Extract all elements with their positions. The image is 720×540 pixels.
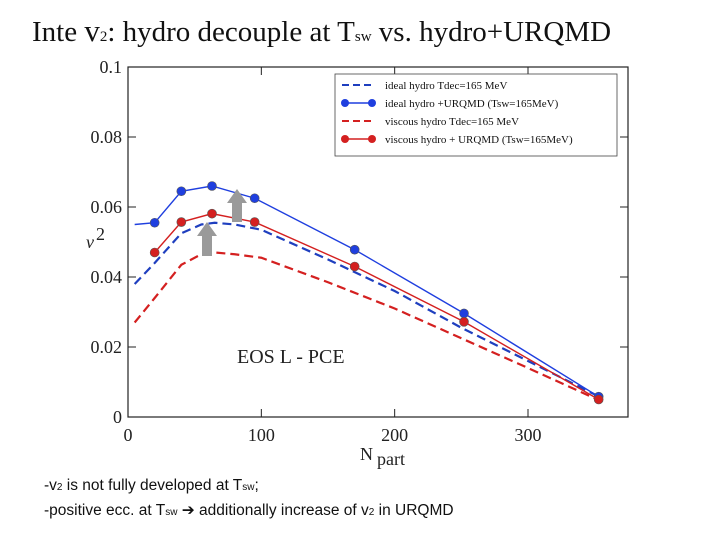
y-tick-label-2: 0.04	[91, 267, 123, 287]
note2-sub: sw	[165, 507, 178, 518]
note2-sub2: 2	[368, 507, 375, 518]
series-point-3-2	[207, 208, 217, 219]
series-point-3-3	[249, 217, 260, 227]
title-prefix: Inte	[32, 16, 85, 48]
legend: ideal hydro Tdec=165 MeV ideal hydro +URQ…	[334, 73, 618, 157]
note1-sub2: sw	[242, 482, 255, 493]
up-arrow-left	[197, 222, 217, 256]
chart-svg: 0 100 200 300 0 0.02 0.04 0.06 0.08 0.1 EOS L - P…	[86, 57, 629, 469]
legend-label-3: viscous hydro + URQMD (Tsw=165MeV)	[385, 134, 573, 146]
series-point-3-1	[176, 217, 187, 227]
title-mid1: : hydro decouple at T	[107, 16, 355, 48]
note2-b: additionally increase of v	[199, 502, 369, 519]
series-point-3-0	[149, 247, 160, 258]
arrow-annotations	[197, 189, 247, 256]
note-line-1: -v2 is not fully developed at Tsw;	[44, 474, 704, 499]
y-tick-label-3: 0.06	[91, 197, 123, 217]
series-point-1-6	[459, 308, 469, 319]
x-tick-label-3: 300	[515, 425, 542, 445]
eos-annotation: EOS L - PCE	[237, 346, 345, 368]
note1-sub: 2	[56, 482, 63, 493]
series-line-0	[133, 221, 602, 399]
y-axis-label-sub: 2	[96, 224, 105, 244]
note2-a: -positive ecc. at T	[44, 502, 166, 519]
x-tick-label-0: 0	[124, 425, 133, 445]
x-tick-label-2: 200	[381, 425, 408, 445]
up-arrow-right	[227, 189, 247, 222]
notes: -v2 is not fully developed at Tsw; -posi…	[44, 474, 704, 524]
legend-marker-right-3	[368, 135, 376, 143]
title-v-sub: 2	[99, 29, 108, 45]
y-axis-label-text: v	[86, 232, 94, 252]
legend-marker-left-3	[341, 135, 349, 143]
title-sub1: sw	[354, 29, 372, 45]
y-axis-label: v 2	[86, 224, 105, 252]
title-mid2: vs. hydro+URQMD	[371, 16, 612, 48]
x-axis-label-sub: part	[377, 449, 405, 469]
note1-a: -v	[44, 477, 57, 494]
series-line-2	[133, 251, 602, 403]
series-point-3-4	[349, 261, 360, 272]
note1-c: ;	[254, 477, 259, 494]
series-point-1-1	[149, 217, 160, 228]
series-line-1	[134, 185, 600, 398]
series-point-1-4	[249, 193, 260, 204]
y-tick-label-4: 0.08	[91, 127, 123, 147]
legend-marker-right-1	[368, 99, 376, 107]
legend-label-1: ideal hydro +URQMD (Tsw=165MeV)	[385, 98, 559, 110]
axis-ticks: 0 100 200 300 0 0.02 0.04 0.06 0.08 0.1	[91, 57, 628, 445]
title-v: v	[84, 13, 100, 48]
series-point-3-5	[459, 316, 469, 327]
y-tick-label-1: 0.02	[91, 337, 123, 357]
series-point-1-3	[207, 181, 217, 191]
legend-label-2: viscous hydro Tdec=165 MeV	[385, 116, 519, 128]
slide-title: Inte v2: hydro decouple at Tsw vs. hydro…	[0, 0, 720, 58]
x-axis-label-text: N	[360, 444, 373, 464]
y-tick-label-0: 0	[113, 407, 122, 427]
y-tick-label-5: 0.1	[100, 57, 123, 77]
x-tick-label-1: 100	[248, 425, 275, 445]
x-axis-label: N part	[360, 444, 405, 469]
series-point-3-6	[593, 394, 604, 405]
legend-box	[334, 73, 618, 157]
note2-arrow: ➔	[177, 502, 200, 519]
note-line-2: -positive ecc. at Tsw ➔ additionally inc…	[44, 499, 704, 524]
series-point-1-2	[176, 186, 187, 197]
series-point-1-5	[349, 244, 360, 255]
note1-b: is not fully developed at T	[62, 477, 243, 494]
series-group	[133, 181, 604, 405]
note2-c: in URQMD	[374, 502, 454, 519]
legend-marker-left-1	[341, 99, 349, 107]
legend-label-0: ideal hydro Tdec=165 MeV	[385, 80, 507, 92]
